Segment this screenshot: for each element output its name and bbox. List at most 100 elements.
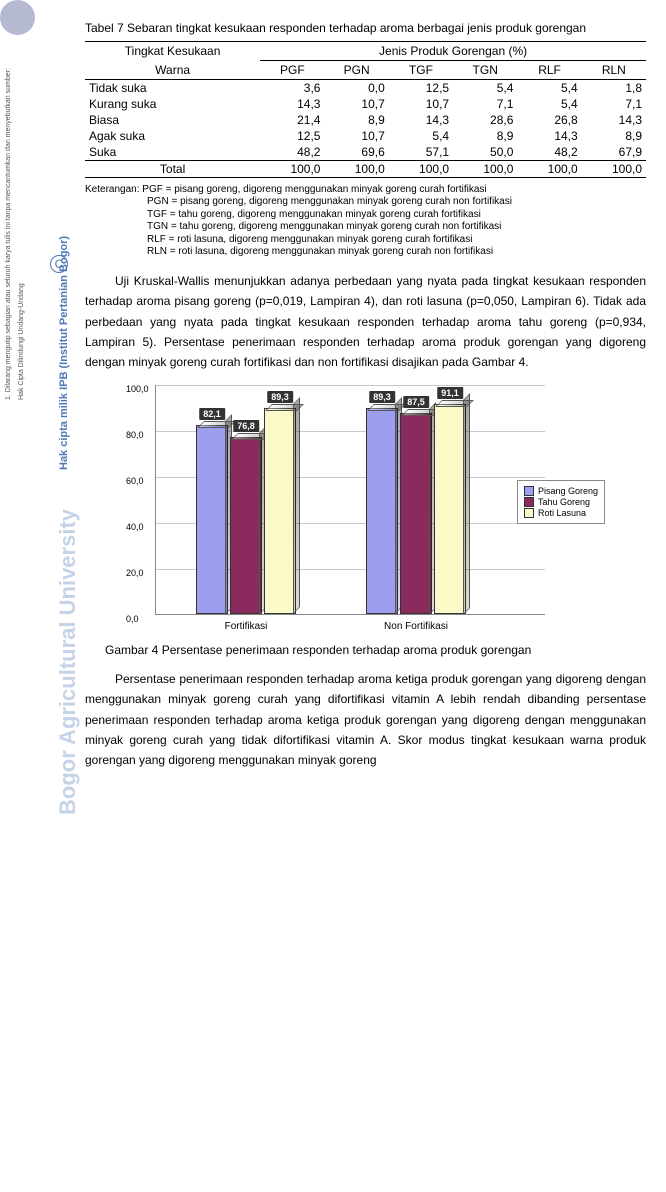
bar-chart: 0,020,040,060,080,0100,082,176,889,3Fort… <box>125 385 585 615</box>
cell-value: 28,6 <box>453 112 517 128</box>
keterangan-line: TGN = tahu goreng, digoreng menggunakan … <box>147 221 501 232</box>
cell-value: 67,9 <box>582 144 646 161</box>
cell-value: 48,2 <box>260 144 324 161</box>
cell-value: 21,4 <box>260 112 324 128</box>
legend-label: Roti Lasuna <box>538 508 586 518</box>
legend-item: Tahu Goreng <box>524 497 598 507</box>
keterangan-prefix: Keterangan: <box>85 184 140 195</box>
cell-value: 8,9 <box>582 128 646 144</box>
cell-value: 14,3 <box>582 112 646 128</box>
institution-seal-icon <box>0 0 35 35</box>
keterangan-line: TGF = tahu goreng, digoreng menggunakan … <box>147 209 481 220</box>
bar-value-label: 76,8 <box>233 420 259 432</box>
chart-legend: Pisang GorengTahu GorengRoti Lasuna <box>517 480 605 524</box>
copyright-undang-text: Hak Cipta Dilindungi Undang-Undang <box>18 283 25 400</box>
table-col-header: RLF <box>517 60 581 79</box>
cell-value: 48,2 <box>517 144 581 161</box>
legend-swatch-icon <box>524 486 534 496</box>
cell-value: 3,6 <box>260 79 324 96</box>
paragraph-1: Uji Kruskal-Wallis menunjukkan adanya pe… <box>85 271 646 373</box>
bar-value-label: 87,5 <box>403 396 429 408</box>
cell-value: 10,7 <box>389 96 453 112</box>
cell-value: 100,0 <box>453 160 517 177</box>
table-legend: Keterangan: PGF = pisang goreng, digoren… <box>85 184 646 259</box>
bar-value-label: 89,3 <box>369 391 395 403</box>
legend-label: Tahu Goreng <box>538 497 590 507</box>
row-label: Kurang suka <box>85 96 260 112</box>
keterangan-line: RLN = roti lasuna, digoreng menggunakan … <box>147 246 493 257</box>
keterangan-line: RLF = roti lasuna, digoreng menggunakan … <box>147 234 472 245</box>
x-tick-label: Fortifikasi <box>186 621 306 632</box>
cell-value: 0,0 <box>324 79 388 96</box>
y-tick-label: 100,0 <box>126 384 149 394</box>
legend-swatch-icon <box>524 508 534 518</box>
figure-caption: Gambar 4 Persentase penerimaan responden… <box>105 643 646 657</box>
table-row: Tidak suka3,60,012,55,45,41,8 <box>85 79 646 96</box>
keterangan-line: PGN = pisang goreng, digoreng menggunaka… <box>147 196 512 207</box>
ipb-copyright-text: Hak cipta milik IPB (Institut Pertanian … <box>58 236 70 470</box>
cell-value: 5,4 <box>453 79 517 96</box>
table-col-header: TGF <box>389 60 453 79</box>
row-label: Suka <box>85 144 260 161</box>
total-label: Total <box>85 160 260 177</box>
data-table: Tingkat Kesukaan Jenis Produk Gorengan (… <box>85 41 646 178</box>
bar-value-label: 89,3 <box>267 391 293 403</box>
bar: 82,1 <box>196 425 228 614</box>
cell-value: 7,1 <box>453 96 517 112</box>
bar: 76,8 <box>230 437 262 614</box>
table-title: Tabel 7 Sebaran tingkat kesukaan respond… <box>85 20 646 37</box>
cell-value: 57,1 <box>389 144 453 161</box>
table-col-header: PGF <box>260 60 324 79</box>
cell-value: 7,1 <box>582 96 646 112</box>
bar: 91,1 <box>434 404 466 614</box>
cell-value: 26,8 <box>517 112 581 128</box>
cell-value: 100,0 <box>517 160 581 177</box>
row-label: Agak suka <box>85 128 260 144</box>
bar-value-label: 82,1 <box>199 408 225 420</box>
table-row: Kurang suka14,310,710,77,15,47,1 <box>85 96 646 112</box>
bar-group: 82,176,889,3 <box>196 408 296 613</box>
y-tick-label: 20,0 <box>126 568 144 578</box>
y-tick-label: 80,0 <box>126 430 144 440</box>
y-tick-label: 0,0 <box>126 614 139 624</box>
legend-label: Pisang Goreng <box>538 486 598 496</box>
cell-value: 5,4 <box>517 96 581 112</box>
cell-value: 12,5 <box>389 79 453 96</box>
bar: 89,3 <box>366 408 398 613</box>
university-watermark-text: Bogor Agricultural University <box>55 509 81 815</box>
cell-value: 10,7 <box>324 96 388 112</box>
table-total-row: Total100,0100,0100,0100,0100,0100,0 <box>85 160 646 177</box>
table-col-header: RLN <box>582 60 646 79</box>
cell-value: 100,0 <box>324 160 388 177</box>
table-row: Agak suka12,510,75,48,914,38,9 <box>85 128 646 144</box>
table-col-header: PGN <box>324 60 388 79</box>
cell-value: 69,6 <box>324 144 388 161</box>
row-label: Tidak suka <box>85 79 260 96</box>
y-tick-label: 60,0 <box>126 476 144 486</box>
cell-value: 12,5 <box>260 128 324 144</box>
cell-value: 8,9 <box>324 112 388 128</box>
cell-value: 8,9 <box>453 128 517 144</box>
table-header-group: Jenis Produk Gorengan (%) <box>260 41 646 60</box>
cell-value: 10,7 <box>324 128 388 144</box>
table-header-left-top: Tingkat Kesukaan <box>85 41 260 60</box>
cell-value: 100,0 <box>260 160 324 177</box>
cell-value: 5,4 <box>517 79 581 96</box>
cell-value: 100,0 <box>582 160 646 177</box>
keterangan-line: PGF = pisang goreng, digoreng menggunaka… <box>142 184 486 195</box>
table-col-header: TGN <box>453 60 517 79</box>
y-tick-label: 40,0 <box>126 522 144 532</box>
cell-value: 5,4 <box>389 128 453 144</box>
bar: 89,3 <box>264 408 296 613</box>
cell-value: 100,0 <box>389 160 453 177</box>
x-tick-label: Non Fortifikasi <box>356 621 476 632</box>
row-label: Biasa <box>85 112 260 128</box>
bar: 87,5 <box>400 413 432 614</box>
legend-item: Pisang Goreng <box>524 486 598 496</box>
cell-value: 14,3 <box>260 96 324 112</box>
cell-value: 50,0 <box>453 144 517 161</box>
bar-group: 89,387,591,1 <box>366 404 466 614</box>
legend-swatch-icon <box>524 497 534 507</box>
table-header-left-bottom: Warna <box>85 60 260 79</box>
cell-value: 1,8 <box>582 79 646 96</box>
